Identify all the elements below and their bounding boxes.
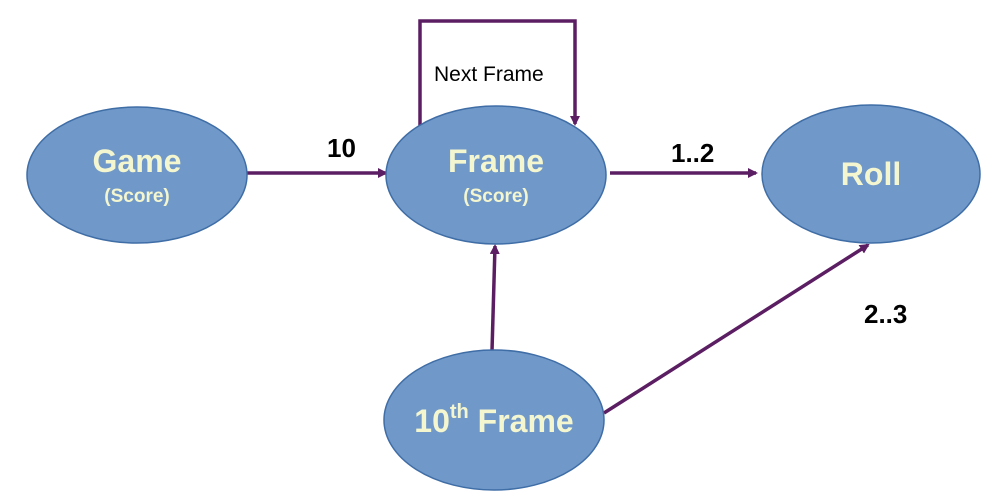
edge-label-frame-roll: 1..2	[671, 138, 714, 168]
edge-tenth-to-roll	[603, 243, 870, 415]
node-roll: Roll	[761, 104, 981, 244]
node-roll-title: Roll	[841, 156, 901, 192]
edge-label-next-frame: Next Frame	[434, 63, 544, 86]
edge-frame-self-loop	[418, 19, 580, 126]
node-tenth-frame-shape	[383, 349, 605, 491]
tenth-number: 10	[414, 403, 450, 439]
node-frame: Frame (Score)	[385, 105, 607, 245]
node-game-title: Game	[93, 143, 182, 179]
node-tenth-frame: 10th Frame	[383, 349, 605, 491]
node-game-shape	[26, 106, 248, 244]
node-roll-shape	[761, 104, 981, 244]
edge-tenth-to-frame	[489, 244, 500, 352]
node-tenth-frame-title: 10th Frame	[414, 401, 573, 439]
edge-label-tenth-roll: 2..3	[864, 299, 907, 329]
tenth-superscript: th	[450, 401, 469, 423]
node-frame-subtitle: (Score)	[463, 186, 528, 207]
node-game-subtitle: (Score)	[104, 186, 169, 207]
edge-label-game-frame: 10	[327, 133, 356, 163]
node-game: Game (Score)	[26, 106, 248, 244]
tenth-frame-word: Frame	[469, 403, 574, 439]
node-frame-shape	[385, 105, 607, 245]
node-frame-title: Frame	[448, 143, 544, 179]
